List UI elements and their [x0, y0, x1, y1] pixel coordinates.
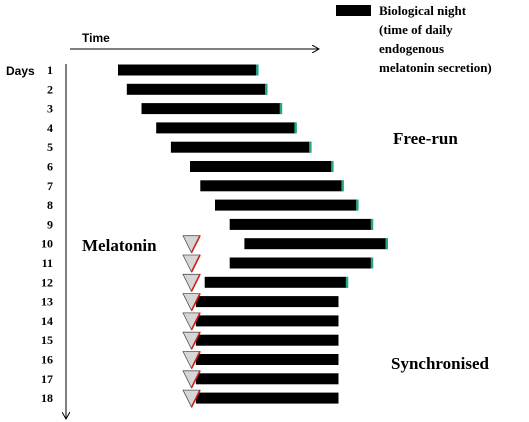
night-bar-tip [331, 161, 334, 172]
synchronised-label: Synchronised [391, 354, 489, 373]
day-label: 13 [41, 295, 53, 309]
night-bar [195, 392, 339, 404]
melatonin-dose-accent [190, 331, 201, 350]
legend-line-4: melatonin secretion) [379, 60, 492, 75]
night-bar [195, 354, 339, 365]
day-label: 18 [41, 391, 53, 405]
day-label: 10 [41, 237, 53, 251]
legend-line-2: (time of daily [379, 22, 453, 37]
day-label: 16 [41, 353, 53, 367]
legend-line-1: Biological night [379, 3, 467, 18]
night-bar [156, 122, 296, 134]
day-label: 6 [47, 160, 53, 174]
night-bar-tip [385, 238, 388, 250]
day-label: 7 [47, 179, 53, 193]
night-bar [126, 83, 267, 95]
night-bar [229, 218, 373, 230]
night-bar [204, 276, 348, 288]
melatonin-dose-accent [190, 351, 201, 369]
day-label: 1 [47, 63, 53, 77]
day-label: 3 [47, 102, 53, 116]
night-bar-tip [370, 218, 374, 230]
night-bar-tip [309, 141, 312, 153]
night-bar [195, 373, 339, 385]
time-axis-label: Time [82, 31, 110, 45]
legend-swatch [336, 5, 371, 16]
day-label: 12 [41, 275, 53, 289]
day-label: 15 [41, 333, 53, 347]
day-label: 14 [41, 314, 53, 328]
night-bar-tip [356, 199, 359, 211]
melatonin-dose-accent [190, 389, 201, 408]
day-label: 5 [47, 140, 53, 154]
melatonin-dose-marker [182, 273, 201, 293]
legend-line-3: endogenous [379, 41, 444, 56]
night-bar [195, 296, 339, 308]
melatonin-label: Melatonin [82, 236, 157, 255]
melatonin-dose-accent [190, 235, 201, 254]
melatonin-dose-marker [182, 254, 201, 273]
day-label: 4 [47, 121, 53, 135]
free-run-label: Free-run [393, 129, 458, 148]
night-bar [195, 315, 339, 327]
night-bar-tip [341, 180, 344, 192]
night-bar [170, 141, 311, 153]
night-bar-tip [265, 83, 268, 95]
night-bar-tip [294, 122, 297, 134]
night-bar-tip [279, 103, 283, 115]
day-label: 9 [47, 217, 53, 231]
night-bar [229, 257, 373, 269]
night-bar [141, 103, 282, 115]
night-bar-tip [345, 276, 349, 288]
melatonin-dose-accent [190, 293, 201, 311]
melatonin-dose-accent [190, 312, 201, 331]
melatonin-dose-marker [182, 235, 201, 254]
night-bar [215, 199, 358, 211]
day-label: 17 [41, 372, 53, 386]
melatonin-dose-accent [190, 273, 201, 292]
night-bar [244, 238, 387, 250]
day-label: 11 [42, 256, 53, 270]
night-bar-tip [370, 257, 374, 269]
melatonin-dose-accent [190, 254, 201, 273]
night-bar [200, 180, 343, 192]
night-bar [190, 161, 333, 172]
day-label: 2 [47, 82, 53, 96]
days-axis-label: Days [6, 64, 35, 78]
night-bar [118, 64, 258, 76]
night-bar-tip [256, 64, 259, 76]
day-label: 8 [47, 198, 53, 212]
melatonin-dose-accent [190, 370, 201, 389]
night-bar [195, 334, 339, 346]
